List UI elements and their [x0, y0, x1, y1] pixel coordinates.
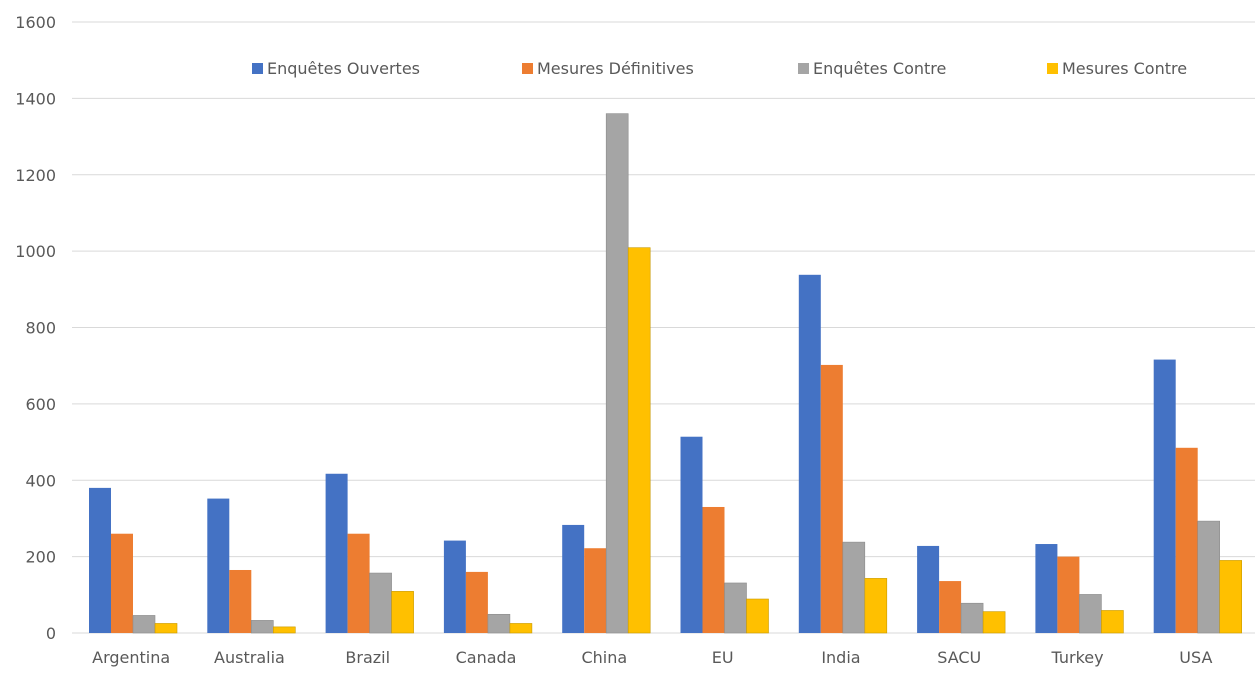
x-tick-label: Brazil — [345, 648, 390, 667]
y-tick-label: 0 — [46, 624, 56, 643]
bar — [746, 598, 769, 634]
x-tick-label: Canada — [456, 648, 517, 667]
bar — [369, 572, 392, 634]
x-tick-label: Turkey — [1051, 648, 1104, 667]
bar — [702, 506, 725, 633]
bar — [820, 364, 843, 633]
bar — [465, 571, 488, 633]
bar — [325, 473, 348, 633]
x-tick-label: Australia — [214, 648, 285, 667]
x-tick-label: SACU — [937, 648, 981, 667]
bar — [509, 623, 533, 634]
bar — [1219, 560, 1242, 634]
legend-swatch — [798, 63, 809, 74]
y-tick-label: 1600 — [15, 13, 56, 32]
y-tick-label: 1400 — [15, 89, 56, 108]
bar — [864, 578, 888, 634]
bar — [562, 524, 585, 633]
bar — [1079, 594, 1102, 634]
x-tick-label: India — [821, 648, 860, 667]
bar — [443, 540, 466, 633]
bar — [487, 613, 511, 634]
bar — [724, 582, 747, 634]
bar — [842, 541, 866, 634]
bar — [1101, 610, 1124, 634]
legend-label: Enquêtes Contre — [813, 59, 946, 78]
bar — [680, 436, 703, 633]
bar — [1035, 544, 1058, 633]
bar — [1057, 556, 1080, 633]
legend-label: Enquêtes Ouvertes — [267, 59, 420, 78]
bar — [627, 247, 651, 634]
x-tick-label: Argentina — [92, 648, 170, 667]
legend-swatch — [252, 63, 263, 74]
legend-swatch — [522, 63, 533, 74]
y-tick-label: 1000 — [15, 242, 56, 261]
y-tick-label: 600 — [25, 395, 56, 414]
legend-swatch — [1047, 63, 1058, 74]
bar — [272, 626, 296, 634]
bar — [584, 548, 607, 633]
legend-label: Mesures Contre — [1062, 59, 1187, 78]
bar — [89, 487, 111, 633]
bars — [89, 113, 1242, 634]
axis-labels: 0 200 400 600 800 1000 1200 1400 1600 Argentina Au… — [15, 13, 1212, 667]
y-tick-label: 1200 — [15, 166, 56, 185]
bar — [1175, 447, 1198, 633]
bar — [229, 569, 252, 633]
legend: Enquêtes Ouvertes Mesures Définitives Enqu… — [252, 59, 1187, 78]
bar — [347, 533, 370, 633]
bar — [605, 113, 629, 634]
bar — [917, 545, 940, 633]
x-tick-label: USA — [1179, 648, 1212, 667]
bar — [982, 611, 1006, 634]
bar — [1153, 359, 1176, 633]
y-tick-label: 200 — [25, 548, 56, 567]
gridlines — [72, 21, 1255, 634]
bar — [391, 591, 414, 634]
bar — [798, 274, 821, 633]
bar — [960, 602, 984, 634]
y-tick-label: 400 — [25, 471, 56, 490]
bar — [111, 533, 133, 633]
bar — [251, 620, 274, 634]
x-tick-label: EU — [712, 648, 734, 667]
bar — [939, 581, 962, 633]
bar — [1197, 520, 1220, 634]
legend-label: Mesures Définitives — [537, 59, 694, 78]
bar — [154, 623, 178, 634]
bar — [207, 498, 230, 633]
x-tick-label: China — [581, 648, 627, 667]
bar — [132, 615, 156, 634]
y-tick-label: 800 — [25, 319, 56, 338]
